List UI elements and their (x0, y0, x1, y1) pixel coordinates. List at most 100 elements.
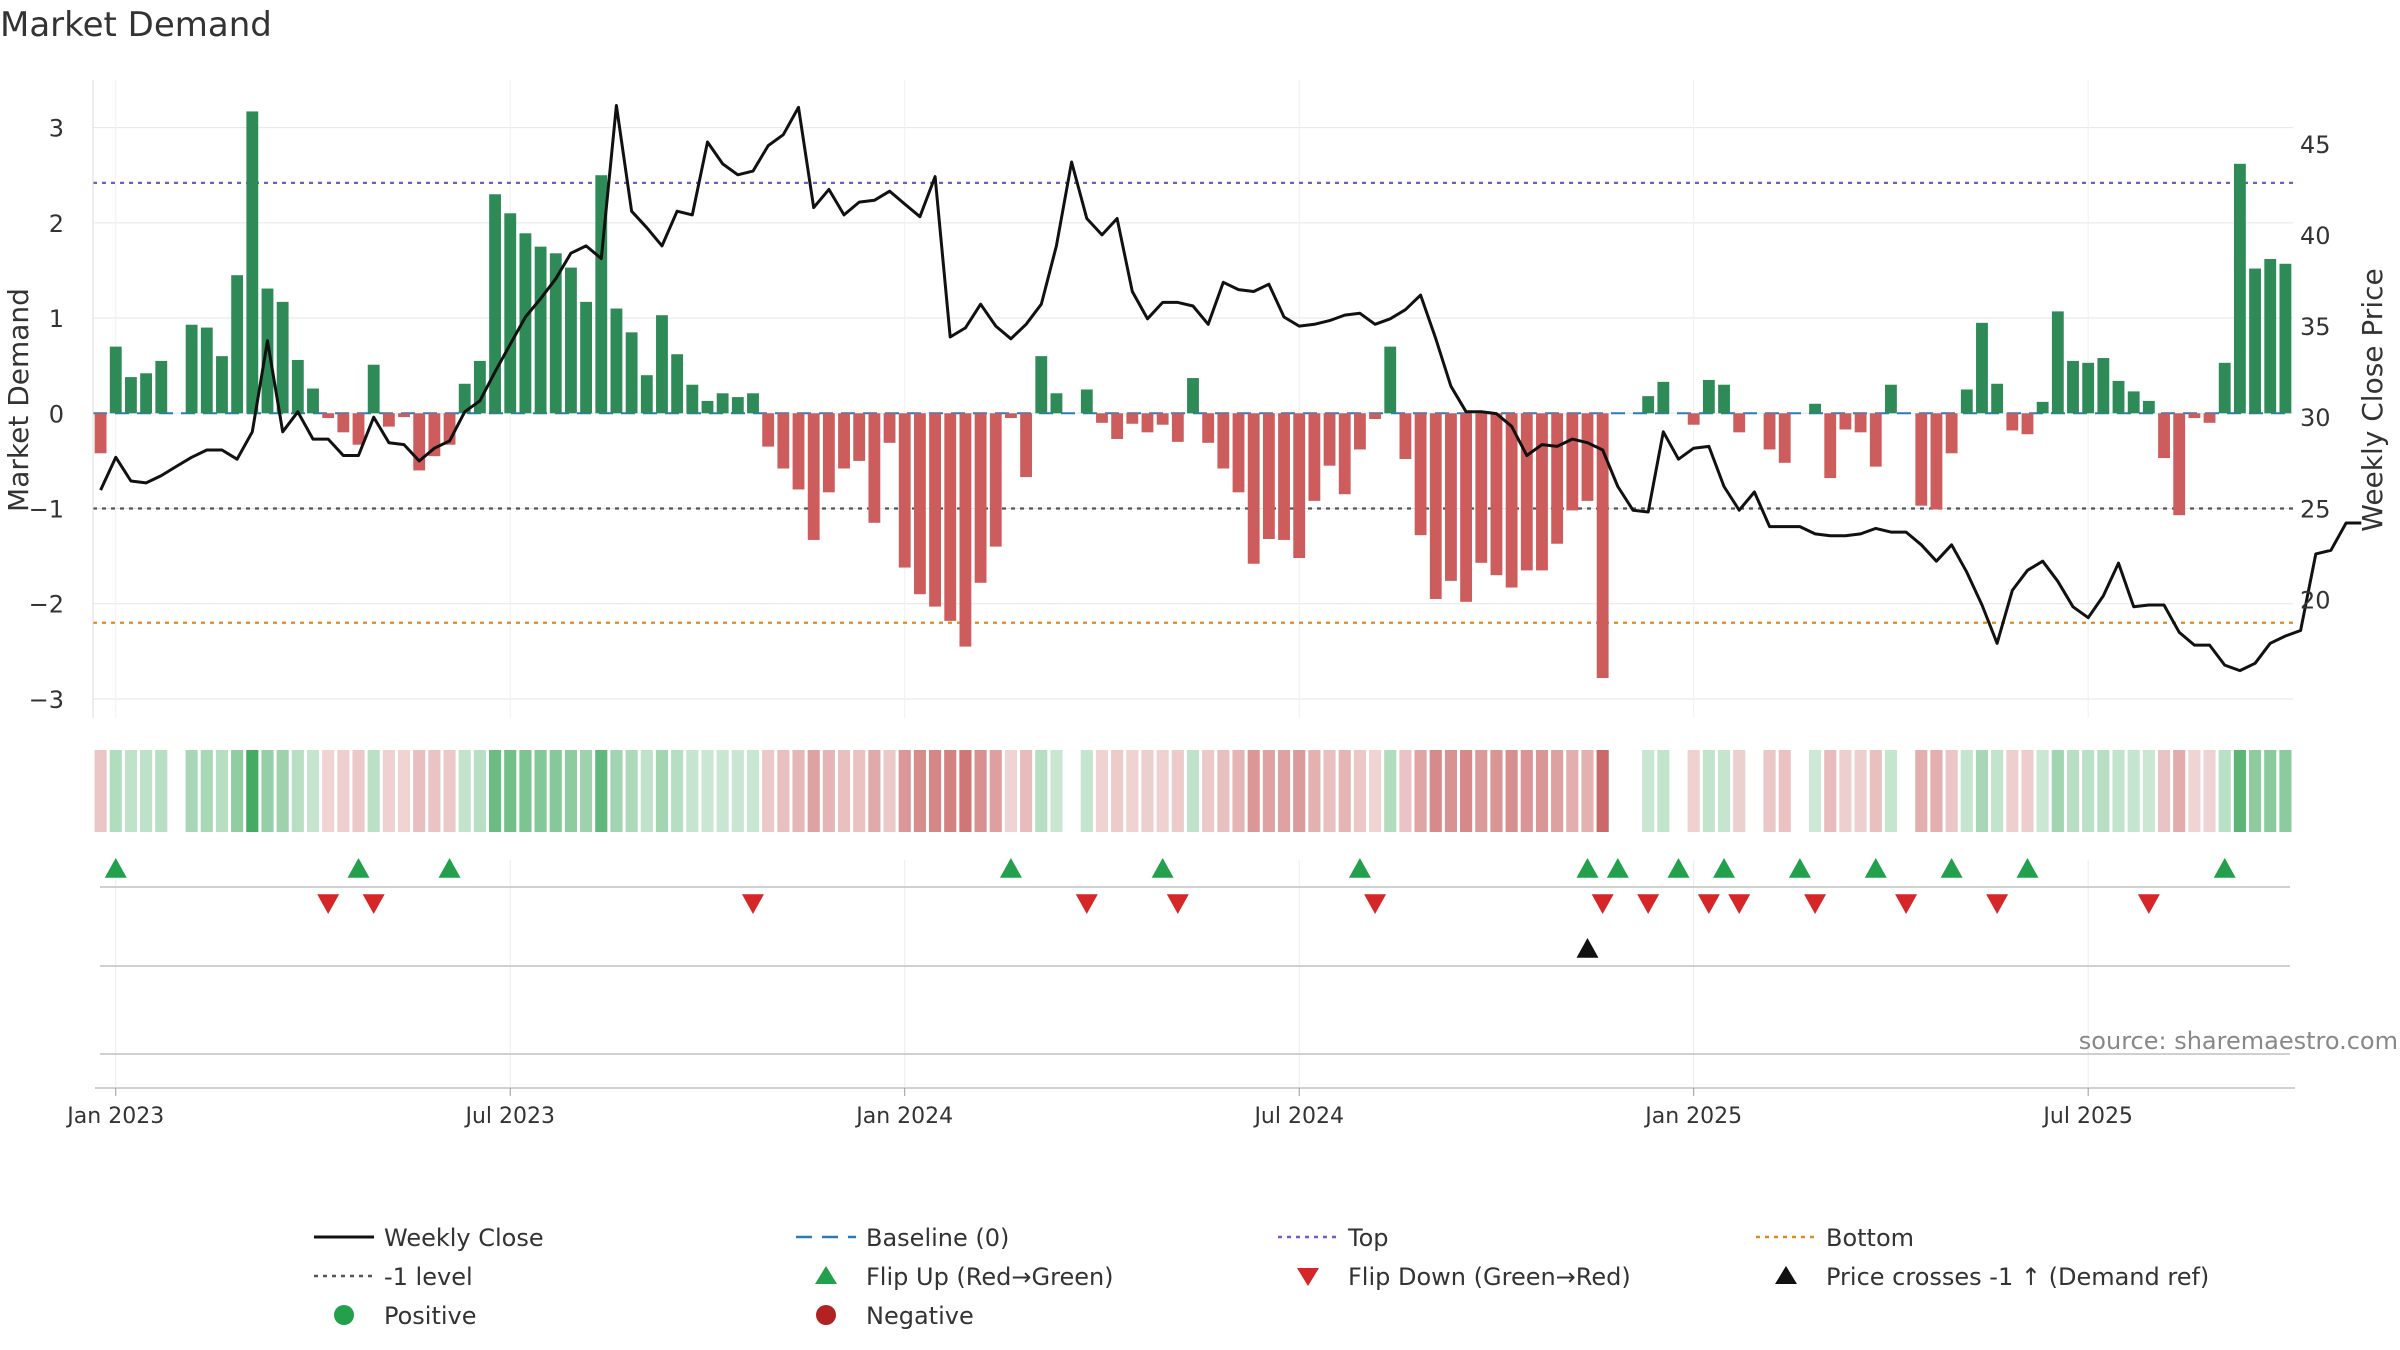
demand-bar (2203, 413, 2216, 423)
demand-bar (1445, 413, 1457, 581)
flip-down-marker (742, 894, 764, 914)
demand-bar (1778, 413, 1791, 463)
heat-cell (2066, 750, 2080, 832)
demand-bar (261, 288, 274, 414)
demand-bar (1278, 413, 1290, 540)
demand-heat-strip (94, 750, 2292, 832)
demand-bar (1080, 389, 1093, 414)
heat-cell (929, 750, 942, 832)
heat-cell (807, 750, 820, 832)
demand-bar (1460, 413, 1473, 602)
demand-bar (2249, 268, 2261, 414)
demand-bar (1702, 379, 1715, 414)
demand-bar (1217, 413, 1230, 469)
heat-cell (1596, 750, 1609, 832)
demand-bar (1156, 413, 1169, 425)
legend-label: Flip Up (Red→Green) (866, 1263, 1114, 1291)
demand-bar (1399, 413, 1412, 459)
heat-cell (1262, 750, 1275, 832)
heat-cell (1687, 750, 1700, 832)
demand-bar (716, 393, 729, 414)
heat-cell (549, 750, 562, 832)
heat-cell (762, 750, 775, 832)
demand-bar (1976, 322, 1988, 414)
heat-cell (1141, 750, 1154, 832)
demand-bar (473, 360, 486, 414)
demand-bar (1141, 413, 1154, 433)
heat-cell (2112, 750, 2125, 832)
demand-bar (1809, 403, 1821, 414)
heat-cell (261, 750, 274, 832)
demand-bar (701, 400, 714, 414)
heat-cell (1186, 750, 1200, 832)
x-axis-ticks: Jan 2023 Jul 2023 Jan 2024 Jul 2024 Jan 2025… (65, 1088, 2133, 1129)
demand-bar (1915, 413, 1928, 506)
heat-cell (94, 750, 107, 832)
heat-cell (671, 750, 684, 832)
heat-cell (2097, 750, 2110, 832)
demand-bar (1854, 413, 1867, 433)
demand-bar (246, 111, 259, 414)
heat-cell (200, 750, 213, 832)
heat-cell (1915, 750, 1928, 832)
heat-cell (1824, 750, 1837, 832)
demand-bar (1414, 413, 1427, 536)
heat-cell (1930, 750, 1943, 832)
heat-cell (1384, 750, 1397, 832)
heat-cell (473, 750, 486, 832)
heat-cell (1535, 750, 1549, 832)
heat-cell (1763, 750, 1776, 832)
y-tick-right-label: 40 (2300, 222, 2331, 250)
demand-bar (1293, 413, 1306, 559)
y-tick-left-label: 2 (49, 210, 64, 238)
legend-item: Top (1278, 1224, 1389, 1252)
legend-item: Flip Up (Red→Green) (815, 1263, 1114, 1291)
heat-cell (458, 750, 471, 832)
demand-bar (1262, 413, 1275, 539)
heat-cell (822, 750, 835, 832)
heat-cell (640, 750, 653, 832)
demand-bar (625, 332, 638, 414)
x-tick-label: Jan 2025 (1643, 1104, 1742, 1129)
heat-cell (1126, 750, 1139, 832)
heat-cell (1566, 750, 1579, 832)
flip-down-marker (1895, 894, 1918, 914)
demand-bar (822, 413, 835, 493)
demand-bar (1490, 413, 1503, 576)
heat-cell (367, 750, 380, 832)
flip-up-marker (347, 858, 370, 878)
demand-bar (792, 413, 805, 490)
y-axis-right-label: Weekly Close Price (2356, 268, 2389, 531)
chart-title: Market Demand (0, 5, 272, 45)
heat-cell (1217, 750, 1230, 832)
demand-bar (1505, 413, 1518, 588)
heat-cell (2203, 750, 2216, 832)
heat-cell (306, 750, 320, 832)
heat-cell (792, 750, 805, 832)
heat-cell (1050, 750, 1063, 832)
legend-label: Top (1347, 1224, 1389, 1252)
demand-bar (1050, 393, 1063, 414)
demand-bar (337, 413, 350, 433)
demand-bar (731, 397, 744, 414)
demand-bar (125, 377, 137, 414)
heat-cell (519, 750, 532, 832)
heat-cell (1490, 750, 1503, 832)
y-tick-left-label: −3 (29, 686, 64, 714)
flip-down-marker (1637, 894, 1660, 914)
demand-bar (640, 375, 653, 414)
flip-up-marker (1606, 858, 1629, 878)
signal-markers (95, 858, 2295, 1089)
demand-bar (1991, 383, 2004, 414)
demand-bar (1824, 413, 1837, 479)
heat-cell (974, 750, 987, 832)
demand-bar (1763, 413, 1776, 450)
demand-bar (959, 413, 972, 647)
demand-bar (1960, 389, 1973, 414)
demand-bar (352, 413, 365, 445)
demand-bar (2067, 360, 2079, 414)
demand-bar (1384, 346, 1397, 414)
legend-label: Weekly Close (384, 1224, 544, 1252)
demand-bar (913, 413, 926, 595)
